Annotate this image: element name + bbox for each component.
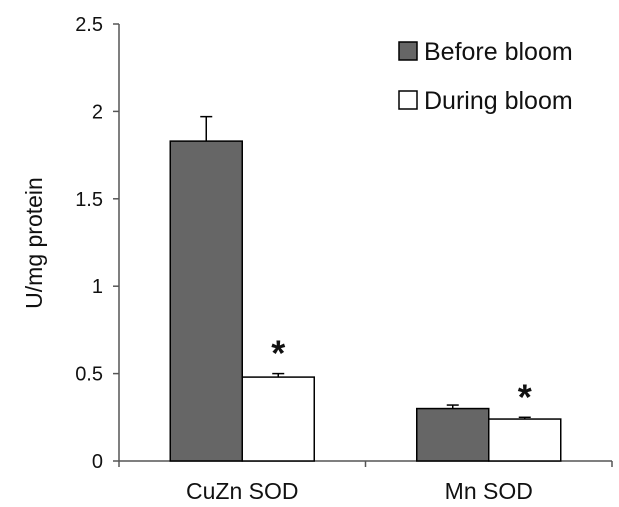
y-tick-label: 2 (92, 101, 103, 123)
y-tick-label: 2.5 (75, 14, 103, 36)
y-tick-label: 0.5 (75, 364, 103, 386)
significance-asterisk: * (518, 376, 532, 417)
x-axis-ticks: CuZn SOD Mn SOD (119, 461, 612, 504)
legend-label: During bloom (424, 87, 573, 115)
y-tick-label: 1.5 (75, 189, 103, 211)
x-category-label: Mn SOD (445, 478, 533, 504)
legend: Before bloom During bloom (399, 38, 573, 115)
bar (242, 377, 314, 461)
bar-series (170, 141, 561, 461)
bar (489, 419, 561, 461)
y-tick-label: 1 (92, 276, 103, 298)
significance-asterisk: * (271, 333, 285, 374)
error-bars (200, 117, 531, 419)
y-axis-title: U/mg protein (21, 177, 47, 309)
bar (170, 141, 242, 461)
legend-swatch (399, 91, 417, 109)
y-axis-ticks: 0 0.5 1 1.5 2 2.5 (75, 14, 119, 473)
y-tick-label: 0 (92, 451, 103, 473)
bar (417, 409, 489, 461)
legend-label: Before bloom (424, 38, 573, 66)
x-category-label: CuZn SOD (186, 478, 298, 504)
legend-swatch (399, 42, 417, 60)
